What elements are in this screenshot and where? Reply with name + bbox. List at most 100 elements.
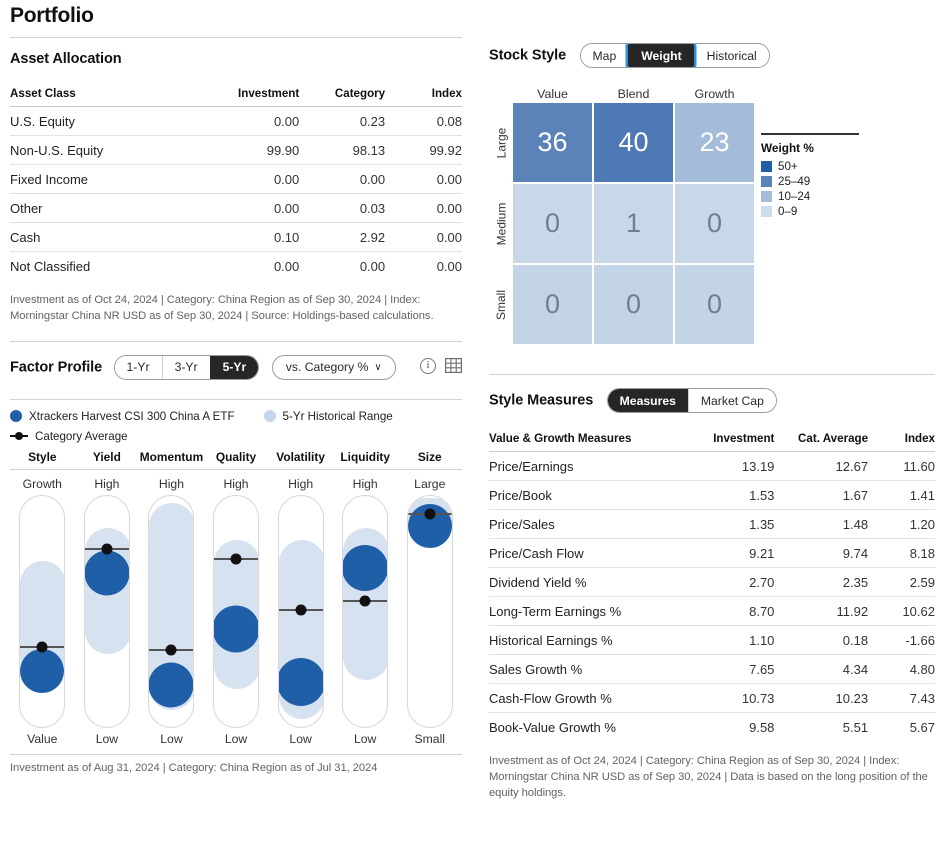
- stock-style-body: Large Medium Small 36 40 23 0 1 0 0 0 0: [489, 103, 935, 346]
- legend-row-1: Xtrackers Harvest CSI 300 China A ETF 5-…: [10, 410, 462, 423]
- cell-index: 7.43: [868, 683, 935, 713]
- divider: [10, 753, 462, 755]
- table-icon[interactable]: [445, 358, 463, 374]
- stock-style-cell[interactable]: 1: [594, 184, 673, 263]
- cell-category: 98.13: [299, 135, 386, 165]
- col-investment: Investment: [685, 428, 775, 452]
- stock-style-cell[interactable]: 23: [675, 103, 754, 182]
- factor-bottom-label: Low: [289, 731, 312, 746]
- cell-cat-average: 10.23: [774, 683, 869, 713]
- cell-index: 0.00: [385, 193, 462, 223]
- col-asset-class: Asset Class: [10, 83, 214, 107]
- stock-style-row-labels: Large Medium Small: [489, 103, 513, 346]
- info-icon[interactable]: i: [420, 357, 436, 374]
- track-markers: [20, 496, 65, 727]
- row-label: Price/Earnings: [489, 451, 686, 481]
- table-row: Price/Earnings 13.19 12.67 11.60: [489, 451, 935, 481]
- chevron-down-icon: ∨: [374, 361, 382, 373]
- cell-cat-average: 9.74: [774, 538, 869, 568]
- factor-track-cell: [204, 494, 269, 728]
- cell-investment: 8.70: [685, 596, 775, 626]
- cell-investment: 9.21: [685, 538, 775, 568]
- asset-allocation-footnote: Investment as of Oct 24, 2024 | Category…: [10, 294, 434, 322]
- table-row: Fixed Income 0.00 0.00 0.00: [10, 164, 462, 194]
- cell-index: 0.00: [385, 222, 462, 252]
- legend-swatch: [761, 205, 772, 217]
- cell-index: 8.18: [868, 538, 935, 568]
- tab-historical[interactable]: Historical: [693, 44, 769, 67]
- factor-track[interactable]: [213, 494, 260, 728]
- factor-tracks: [10, 494, 462, 728]
- category-average-dot: [165, 644, 177, 656]
- cell-index: 5.67: [868, 712, 935, 741]
- factor-track[interactable]: [406, 494, 453, 728]
- factor-profile-header: Factor Profile 1-Yr 3-Yr 5-Yr vs. Catego…: [10, 354, 463, 381]
- stock-style-cell[interactable]: 0: [513, 265, 592, 344]
- cell-investment: 99.90: [213, 135, 300, 165]
- cell-investment: 13.19: [685, 451, 775, 481]
- cell-investment: 0.00: [213, 164, 300, 194]
- factor-track-cell: [397, 494, 462, 728]
- comparison-dropdown[interactable]: vs. Category % ∨: [271, 354, 396, 380]
- cell-index: 4.80: [868, 654, 935, 684]
- stock-style-cell[interactable]: 36: [513, 103, 592, 182]
- factor-name: Volatility: [276, 449, 325, 464]
- legend-row-2: Category Average: [10, 430, 462, 443]
- cell-index: 99.92: [385, 135, 462, 165]
- stock-style-legend: Weight % 50+ 25–49 10–24 0–9: [761, 133, 881, 220]
- stock-style-cell[interactable]: 40: [594, 103, 673, 182]
- cell-category: 0.23: [299, 106, 386, 136]
- legend-label: 50+: [778, 159, 798, 173]
- tab-5yr[interactable]: 5-Yr: [209, 355, 259, 379]
- legend-label-range: 5-Yr Historical Range: [282, 409, 393, 423]
- factor-track[interactable]: [277, 494, 324, 728]
- row-label: Fixed Income: [10, 164, 214, 194]
- cell-category: 2.92: [299, 222, 386, 252]
- factor-bottom-label: Low: [354, 731, 377, 746]
- table-row: Long-Term Earnings % 8.70 11.92 10.62: [489, 596, 935, 626]
- cell-index: 0.08: [385, 106, 462, 136]
- tab-3yr[interactable]: 3-Yr: [161, 355, 210, 379]
- legend-item: 50+: [761, 160, 881, 173]
- table-row: Historical Earnings % 1.10 0.18 -1.66: [489, 625, 935, 655]
- stock-style-cell[interactable]: 0: [675, 265, 754, 344]
- factor-top-label: Large: [414, 476, 446, 491]
- row-label: Cash-Flow Growth %: [489, 683, 686, 713]
- cell-investment: 0.00: [213, 106, 300, 136]
- table-row: Dividend Yield % 2.70 2.35 2.59: [489, 567, 935, 597]
- table-row: Sales Growth % 7.65 4.34 4.80: [489, 654, 935, 684]
- style-measures-tabs[interactable]: Measures Market Cap: [606, 388, 777, 413]
- divider: [10, 468, 462, 470]
- cell-cat-average: 0.18: [774, 625, 869, 655]
- factor-track[interactable]: [148, 494, 195, 728]
- legend-items: 50+ 25–49 10–24 0–9: [761, 160, 881, 218]
- tab-weight[interactable]: Weight: [628, 44, 694, 67]
- stock-style-grid: 36 40 23 0 1 0 0 0 0: [513, 103, 756, 346]
- row-label: U.S. Equity: [10, 106, 214, 136]
- factor-track[interactable]: [83, 494, 130, 728]
- tab-1yr[interactable]: 1-Yr: [114, 355, 162, 379]
- factor-period-tabs[interactable]: 1-Yr 3-Yr 5-Yr: [113, 354, 260, 380]
- factor-track[interactable]: [19, 494, 66, 728]
- table-row: Price/Book 1.53 1.67 1.41: [489, 480, 935, 510]
- legend-item-fund: Xtrackers Harvest CSI 300 China A ETF: [10, 410, 235, 423]
- tab-map[interactable]: Map: [580, 44, 629, 67]
- stock-style-tabs[interactable]: Map Weight Historical: [579, 43, 770, 68]
- factor-name: Size: [417, 449, 442, 464]
- row-label: Not Classified: [10, 251, 214, 280]
- tab-market-cap[interactable]: Market Cap: [687, 389, 776, 412]
- stock-style-cell[interactable]: 0: [513, 184, 592, 263]
- stock-style-column-headers: Value Blend Growth: [513, 87, 935, 101]
- stock-style-cell[interactable]: 0: [675, 184, 754, 263]
- stock-style-cell[interactable]: 0: [594, 265, 673, 344]
- tab-measures[interactable]: Measures: [607, 389, 688, 412]
- style-measures-footnote: Investment as of Oct 24, 2024 | Category…: [489, 755, 928, 799]
- factor-top-label: Growth: [22, 476, 62, 491]
- factor-track[interactable]: [342, 494, 389, 728]
- category-average-dot: [230, 553, 242, 565]
- legend-label-category-average: Category Average: [35, 429, 128, 443]
- col-index: Index: [868, 428, 935, 452]
- stock-style-header: Stock Style Map Weight Historical: [489, 43, 935, 71]
- fund-bubble: [84, 550, 129, 596]
- legend-item-range: 5-Yr Historical Range: [263, 409, 393, 423]
